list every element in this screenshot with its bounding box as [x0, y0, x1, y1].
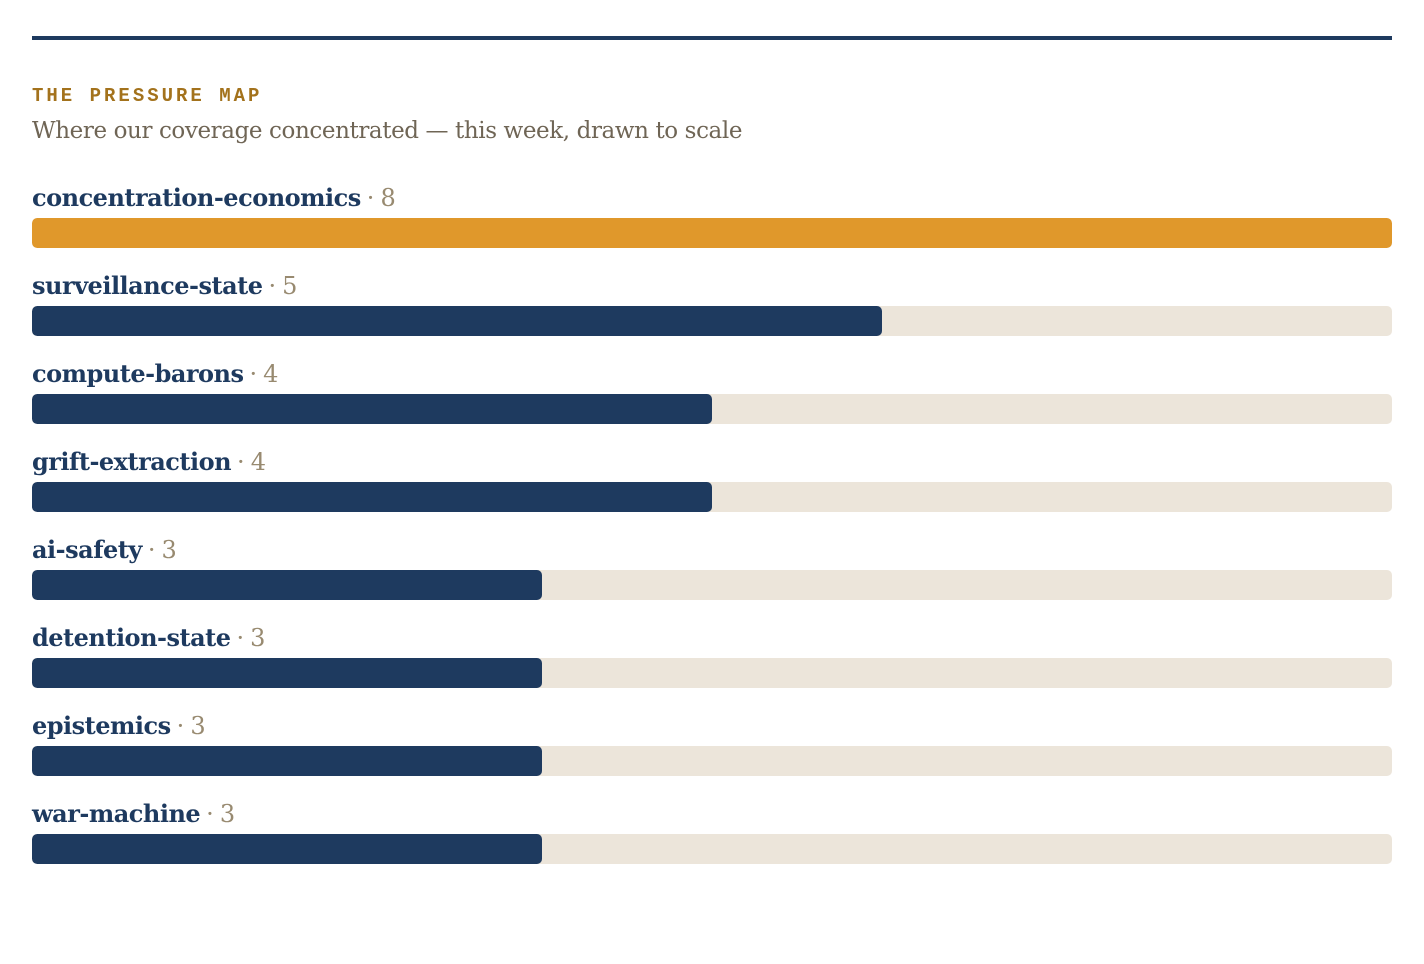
bar: [32, 482, 712, 512]
row-label: war-machine · 3: [32, 796, 235, 832]
row-label: ai-safety · 3: [32, 532, 177, 568]
bar-track: [32, 834, 1392, 864]
bar: [32, 570, 542, 600]
category-label: war-machine: [32, 799, 201, 828]
chart-row: war-machine · 3: [32, 794, 1392, 882]
chart-row: surveillance-state · 5: [32, 266, 1392, 354]
bar: [32, 306, 882, 336]
section-kicker: THE PRESSURE MAP: [32, 85, 263, 107]
separator-dot: ·: [249, 360, 258, 388]
row-label: grift-extraction · 4: [32, 444, 266, 480]
category-label: compute-barons: [32, 359, 244, 388]
separator-dot: ·: [268, 272, 277, 300]
section-subtitle: Where our coverage concentrated — this w…: [32, 118, 743, 144]
bar-track: [32, 658, 1392, 688]
bar-track: [32, 394, 1392, 424]
category-label: epistemics: [32, 711, 171, 740]
row-label: detention-state · 3: [32, 620, 265, 656]
value-label: 4: [250, 448, 266, 476]
chart-row: grift-extraction · 4: [32, 442, 1392, 530]
separator-dot: ·: [176, 712, 185, 740]
bar-track: [32, 482, 1392, 512]
bar-track: [32, 570, 1392, 600]
category-label: ai-safety: [32, 535, 142, 564]
value-label: 4: [263, 360, 279, 388]
value-label: 3: [219, 800, 236, 828]
bar-track: [32, 746, 1392, 776]
row-label: epistemics · 3: [32, 708, 206, 744]
value-label: 3: [190, 712, 206, 740]
separator-dot: ·: [237, 448, 245, 476]
row-label: concentration-economics · 8: [32, 180, 396, 216]
top-rule: [32, 36, 1392, 40]
bar-chart: concentration-economics · 8 surveillance-st…: [32, 178, 1392, 882]
bar: [32, 394, 712, 424]
bar: [32, 746, 542, 776]
separator-dot: ·: [236, 624, 245, 652]
chart-row: epistemics · 3: [32, 706, 1392, 794]
chart-row: compute-barons · 4: [32, 354, 1392, 442]
bar-track: [32, 218, 1392, 248]
chart-row: ai-safety · 3: [32, 530, 1392, 618]
bar-track: [32, 306, 1392, 336]
category-label: surveillance-state: [32, 271, 263, 300]
bar: [32, 834, 542, 864]
chart-row: concentration-economics · 8: [32, 178, 1392, 266]
chart-row: detention-state · 3: [32, 618, 1392, 706]
category-label: concentration-economics: [32, 183, 361, 212]
bar: [32, 218, 1392, 248]
value-label: 8: [380, 184, 396, 212]
separator-dot: ·: [206, 800, 214, 828]
category-label: grift-extraction: [32, 447, 232, 476]
bar: [32, 658, 542, 688]
category-label: detention-state: [32, 623, 231, 652]
value-label: 3: [161, 536, 177, 564]
row-label: compute-barons · 4: [32, 356, 278, 392]
separator-dot: ·: [147, 536, 156, 564]
separator-dot: ·: [366, 184, 375, 212]
value-label: 3: [250, 624, 266, 652]
value-label: 5: [282, 272, 298, 300]
row-label: surveillance-state · 5: [32, 268, 297, 304]
